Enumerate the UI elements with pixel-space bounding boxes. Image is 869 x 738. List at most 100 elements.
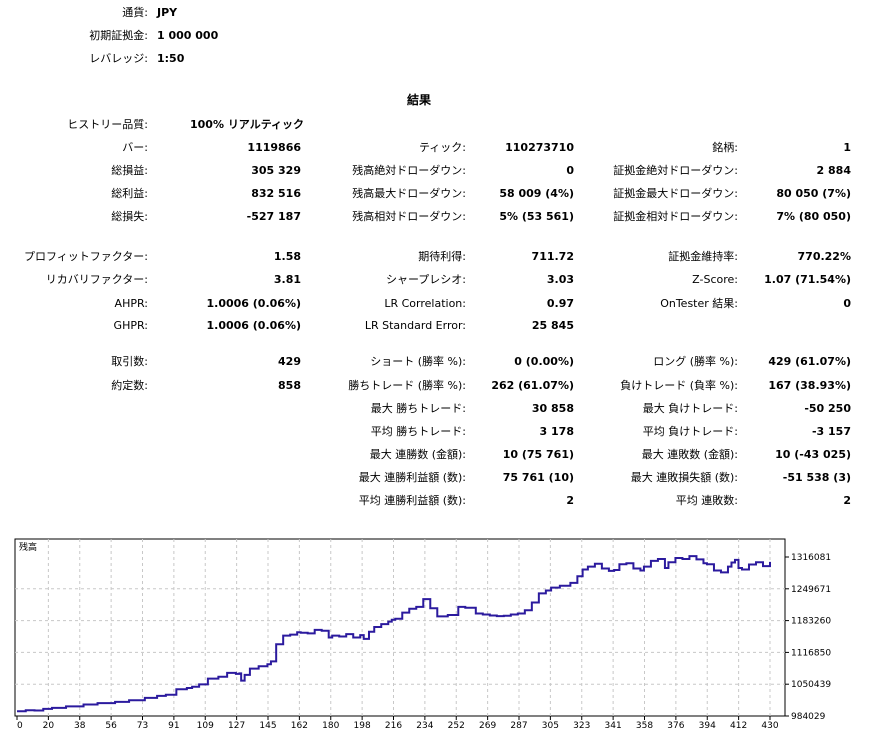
c2-stat-value: 2 (566, 494, 574, 507)
c3-stat-label: 銘柄: (712, 141, 738, 154)
c1-stat-label: AHPR: (114, 297, 148, 310)
x-tick-label: 127 (228, 721, 245, 731)
c3-stat-value: -50 250 (804, 402, 851, 415)
c3-stat-label: 証拠金絶対ドローダウン: (613, 164, 738, 177)
history-quality-value: 100% リアルティック (190, 118, 305, 131)
balance-series-line (17, 555, 771, 713)
x-tick-label: 358 (636, 721, 653, 731)
c2-stat-value: 25 845 (531, 319, 574, 332)
x-tick-label: 412 (730, 721, 747, 731)
c2-stat-value: 3 178 (539, 425, 574, 438)
c1-stat-value: 832 516 (251, 187, 301, 200)
results-title: 結果 (407, 93, 432, 107)
c3-stat-label: 負けトレード (負率 %): (620, 379, 738, 392)
x-tick-label: 162 (291, 721, 308, 731)
c2-stat-label: 最大 勝ちトレード: (370, 402, 466, 415)
c3-stat-value: -51 538 (3) (782, 471, 851, 484)
c3-stat-value: 770.22% (797, 250, 851, 263)
c1-stat-label: 約定数: (111, 379, 148, 392)
c1-stat-label: バー: (122, 141, 148, 154)
x-tick-label: 180 (322, 721, 339, 731)
balance-chart: 残高 1316081 1249671 1183260 1116850 1050439 98… (14, 538, 831, 731)
c1-stat-label: 総利益: (111, 187, 148, 200)
leverage-value: 1:50 (157, 52, 185, 65)
x-tick-label: 252 (448, 721, 465, 731)
c2-stat-value: 3.03 (546, 273, 574, 286)
c2-stat-value: 262 (61.07%) (491, 379, 574, 392)
c3-stat-label: 最大 連敗数 (金額): (641, 448, 738, 461)
c2-stat-value: 58 009 (4%) (499, 187, 574, 200)
c1-stat-label: 総損失: (111, 210, 148, 223)
c1-stat-value: 305 329 (251, 164, 301, 177)
c2-stat-label: 残高最大ドローダウン: (352, 187, 466, 200)
x-tick-label: 376 (667, 721, 684, 731)
c1-stat-value: 429 (278, 355, 301, 368)
c1-stat-value: 858 (278, 379, 301, 392)
c2-stat-label: シャープレシオ: (385, 273, 466, 286)
c3-stat-label: 平均 負けトレード: (642, 425, 738, 438)
x-tick-label: 269 (479, 721, 496, 731)
c2-stat-label: 期待利得: (418, 250, 466, 263)
c3-stat-value: 0 (843, 297, 851, 310)
c1-stat-value: 1119866 (247, 141, 301, 154)
c2-stat-label: LR Correlation: (384, 297, 466, 310)
c1-stat-label: 総損益: (111, 164, 148, 177)
c2-stat-value: 0 (0.00%) (514, 355, 574, 368)
c2-stat-value: 10 (75 761) (502, 448, 574, 461)
x-tick-label: 0 (17, 721, 23, 731)
x-tick-label: 430 (761, 721, 778, 731)
c3-stat-value: 1.07 (71.54%) (764, 273, 851, 286)
c1-stat-value: 3.81 (273, 273, 301, 286)
c3-stat-label: 証拠金維持率: (668, 250, 738, 263)
x-tick-label: 394 (699, 721, 716, 731)
c1-stat-value: 1.58 (273, 250, 301, 263)
y-tick-label: 984029 (791, 712, 826, 722)
x-tick-label: 305 (542, 721, 559, 731)
c2-stat-value: 110273710 (505, 141, 574, 154)
x-tick-label: 20 (43, 721, 55, 731)
c2-stat-value: 0.97 (546, 297, 574, 310)
c2-stat-label: 平均 連勝利益額 (数): (358, 494, 466, 507)
c2-stat-value: 711.72 (531, 250, 574, 263)
c3-stat-value: 80 050 (7%) (776, 187, 851, 200)
x-tick-label: 91 (168, 721, 179, 731)
y-tick-label: 1249671 (791, 585, 831, 595)
c3-stat-value: 429 (61.07%) (768, 355, 851, 368)
c2-stat-label: 最大 連勝利益額 (数): (358, 471, 466, 484)
x-tick-label: 145 (259, 721, 276, 731)
currency-value: JPY (157, 6, 178, 19)
x-tick-label: 38 (74, 721, 86, 731)
c1-stat-label: リカバリファクター: (45, 273, 148, 286)
c2-stat-label: 残高絶対ドローダウン: (352, 164, 466, 177)
c2-stat-value: 5% (53 561) (499, 210, 574, 223)
c3-stat-label: ロング (勝率 %): (653, 355, 738, 368)
y-tick-label: 1050439 (791, 680, 831, 690)
x-tick-label: 109 (197, 721, 214, 731)
x-tick-label: 73 (137, 721, 148, 731)
y-tick-label: 1116850 (791, 648, 831, 658)
c3-stat-value: 2 (843, 494, 851, 507)
c3-stat-value: -3 157 (811, 425, 851, 438)
c2-stat-label: 残高相対ドローダウン: (352, 210, 466, 223)
plot-area (14, 538, 786, 717)
c3-stat-value: 7% (80 050) (776, 210, 851, 223)
c3-stat-value: 2 884 (816, 164, 851, 177)
c1-stat-value: 1.0006 (0.06%) (206, 297, 302, 310)
c2-stat-value: 30 858 (531, 402, 574, 415)
c3-stat-label: 最大 負けトレード: (642, 402, 738, 415)
c2-stat-label: 平均 勝ちトレード: (370, 425, 466, 438)
c3-stat-value: 10 (-43 025) (775, 448, 851, 461)
currency-label: 通貨: (122, 6, 148, 19)
x-tick-label: 234 (416, 721, 433, 731)
leverage-label: レバレッジ: (89, 52, 148, 65)
c2-stat-label: ティック: (418, 141, 466, 154)
c3-stat-label: 証拠金最大ドローダウン: (613, 187, 738, 200)
deposit-label: 初期証拠金: (89, 29, 148, 42)
c3-stat-label: Z-Score: (692, 273, 738, 286)
c3-stat-value: 1 (843, 141, 851, 154)
c2-stat-value: 0 (566, 164, 574, 177)
c3-stat-label: 証拠金相対ドローダウン: (613, 210, 738, 223)
chart-title: 残高 (19, 541, 37, 553)
c3-stat-label: 最大 連敗損失額 (数): (630, 471, 738, 484)
x-tick-label: 216 (385, 721, 402, 731)
